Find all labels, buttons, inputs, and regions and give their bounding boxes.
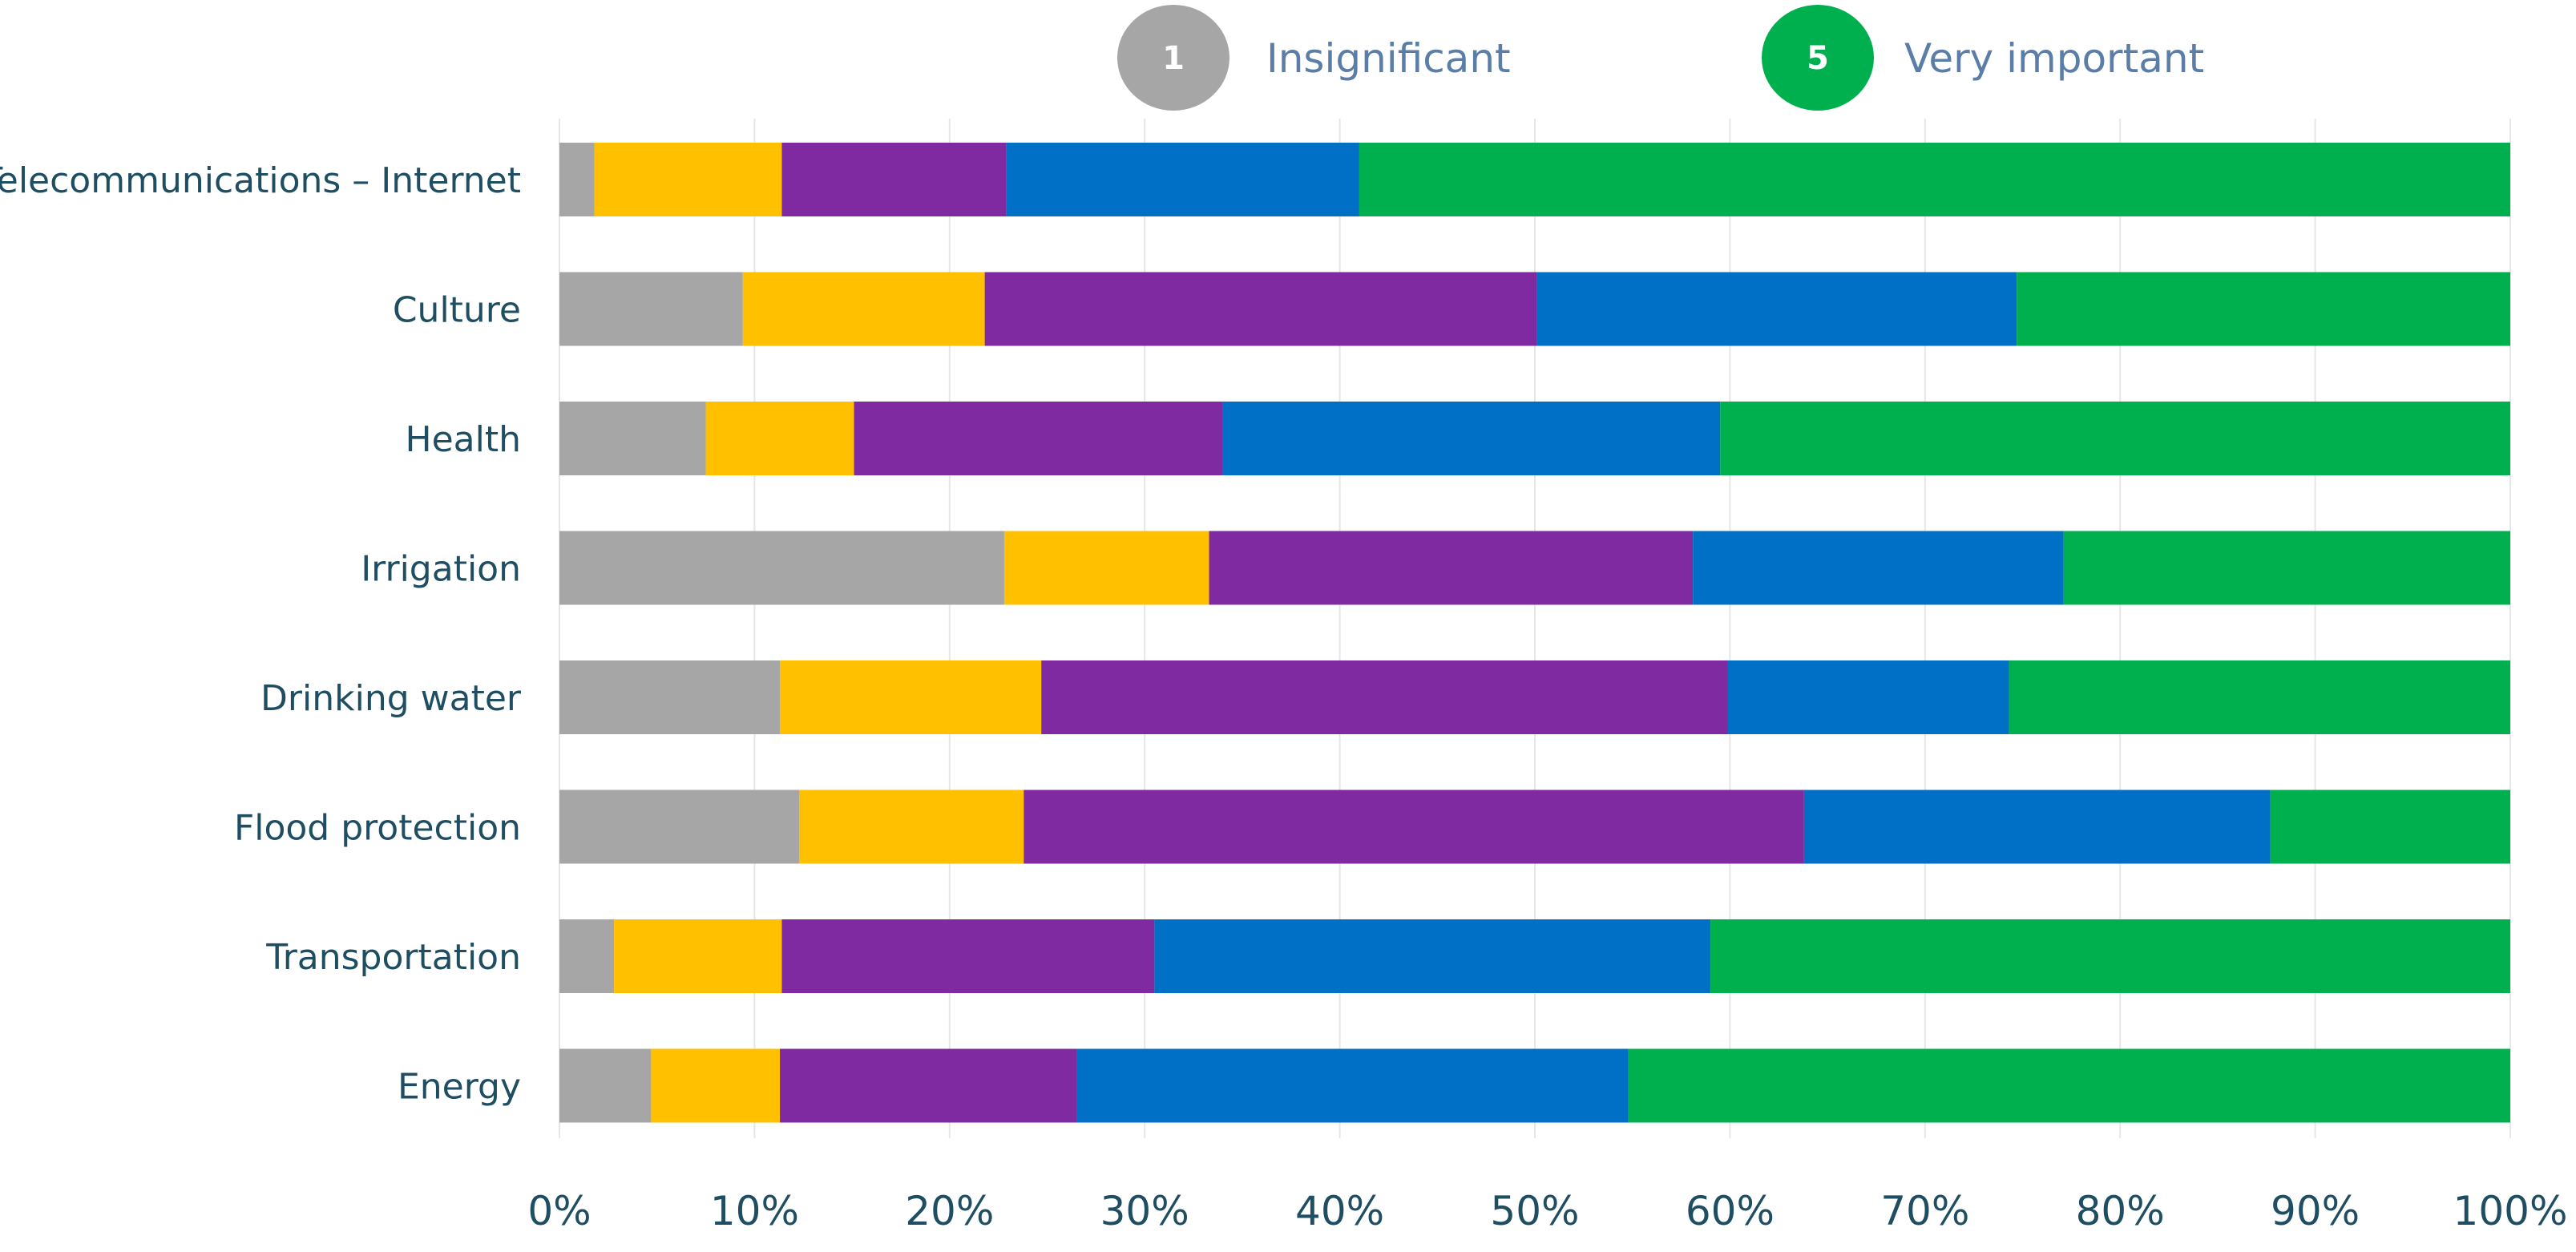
- bar-telecommunications-internet-rating-4: [1006, 143, 1359, 216]
- x-tick-label-8: 80%: [2076, 1188, 2165, 1234]
- bar-culture-rating-1: [559, 272, 743, 346]
- x-tick-label-6: 60%: [1686, 1188, 1775, 1234]
- bar-transportation-rating-2: [614, 919, 782, 993]
- x-tick-label-1: 10%: [710, 1188, 799, 1234]
- category-label-drinking-water: Drinking water: [260, 678, 522, 719]
- bar-flood-protection-rating-3: [1024, 790, 1804, 864]
- legend-marker-very-important: [1762, 5, 1874, 111]
- legend-label-very-important: Very important: [1904, 35, 2204, 82]
- x-axis-tick-labels: 0% 10% 20% 30% 40% 50% 60% 70% 80% 90% 100%: [527, 1188, 2567, 1234]
- category-label-telecommunications-internet: Telecommunications – Internet: [0, 160, 521, 201]
- bar-health-rating-5: [1720, 402, 2510, 475]
- bar-transportation-rating-5: [1710, 919, 2510, 993]
- legend-number-insignificant: 1: [1162, 40, 1185, 77]
- x-tick-label-5: 50%: [1490, 1188, 1579, 1234]
- bar-energy-rating-1: [559, 1048, 652, 1123]
- bar-drinking-water-rating-1: [559, 660, 781, 734]
- bar-culture-rating-5: [2017, 272, 2510, 346]
- bar-culture-rating-2: [742, 272, 985, 346]
- bar-irrigation-rating-5: [2063, 531, 2510, 605]
- bar-drinking-water-rating-3: [1041, 660, 1728, 734]
- bar-drinking-water-rating-2: [780, 660, 1042, 734]
- bar-energy-rating-4: [1076, 1048, 1629, 1123]
- bar-health-rating-2: [705, 402, 854, 475]
- bar-health-rating-1: [559, 402, 706, 475]
- category-labels: Telecommunications – Internet Culture Heal…: [0, 160, 522, 1108]
- category-label-energy: Energy: [398, 1067, 521, 1108]
- legend-number-very-important: 5: [1807, 40, 1829, 77]
- x-tick-label-7: 70%: [1880, 1188, 1969, 1234]
- bar-transportation-rating-3: [781, 919, 1155, 993]
- bar-flood-protection-rating-2: [799, 790, 1024, 864]
- x-tick-label-4: 40%: [1295, 1188, 1384, 1234]
- bar-energy-rating-2: [651, 1048, 781, 1123]
- bar-irrigation-rating-2: [1003, 531, 1209, 605]
- bar-flood-protection-rating-4: [1803, 790, 2271, 864]
- bar-irrigation-rating-4: [1693, 531, 2064, 605]
- bar-transportation-rating-4: [1154, 919, 1711, 993]
- bar-culture-rating-3: [984, 272, 1537, 346]
- category-label-transportation: Transportation: [265, 937, 521, 978]
- bar-irrigation-rating-1: [559, 531, 1004, 605]
- bar-telecommunications-internet-rating-1: [559, 143, 595, 216]
- bar-health-rating-3: [854, 402, 1223, 475]
- category-label-flood-protection: Flood protection: [234, 808, 521, 849]
- x-tick-label-0: 0%: [527, 1188, 591, 1234]
- bar-energy-rating-5: [1628, 1048, 2510, 1123]
- bar-energy-rating-3: [780, 1048, 1077, 1123]
- bars: [559, 143, 2510, 1123]
- bar-telecommunications-internet-rating-5: [1359, 143, 2510, 216]
- legend: 1 Insignificant 5 Very important: [1117, 5, 2204, 111]
- bar-drinking-water-rating-4: [1727, 660, 2009, 734]
- x-tick-label-2: 20%: [905, 1188, 994, 1234]
- bar-flood-protection-rating-1: [559, 790, 800, 864]
- bar-telecommunications-internet-rating-2: [594, 143, 782, 216]
- bar-flood-protection-rating-5: [2270, 790, 2510, 864]
- legend-marker-insignificant: [1117, 5, 1229, 111]
- bar-irrigation-rating-3: [1209, 531, 1694, 605]
- x-tick-label-3: 30%: [1100, 1188, 1189, 1234]
- bar-health-rating-4: [1222, 402, 1721, 475]
- legend-label-insignificant: Insignificant: [1266, 35, 1511, 82]
- bar-transportation-rating-1: [559, 919, 615, 993]
- x-tick-label-9: 90%: [2271, 1188, 2360, 1234]
- x-tick-label-10: 100%: [2453, 1188, 2568, 1234]
- bar-culture-rating-4: [1536, 272, 2017, 346]
- category-label-culture: Culture: [393, 290, 521, 331]
- category-label-health: Health: [406, 419, 521, 460]
- bar-drinking-water-rating-5: [2009, 660, 2510, 734]
- category-label-irrigation: Irrigation: [361, 549, 521, 590]
- bar-telecommunications-internet-rating-3: [781, 143, 1007, 216]
